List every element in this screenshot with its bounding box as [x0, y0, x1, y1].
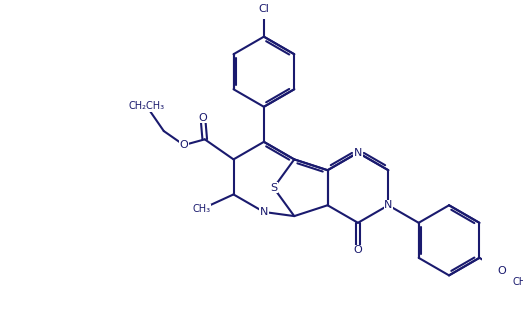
Text: Cl: Cl	[258, 4, 269, 14]
Text: CH₃: CH₃	[513, 277, 523, 287]
Text: N: N	[354, 148, 362, 158]
Text: O: O	[354, 245, 362, 256]
Text: O: O	[179, 140, 188, 150]
Text: O: O	[199, 113, 207, 123]
Text: N: N	[384, 200, 392, 210]
Text: CH₃: CH₃	[192, 204, 211, 214]
Text: N: N	[260, 207, 268, 217]
Text: O: O	[497, 266, 506, 276]
Text: CH₂CH₃: CH₂CH₃	[129, 101, 165, 111]
Text: S: S	[270, 183, 277, 193]
